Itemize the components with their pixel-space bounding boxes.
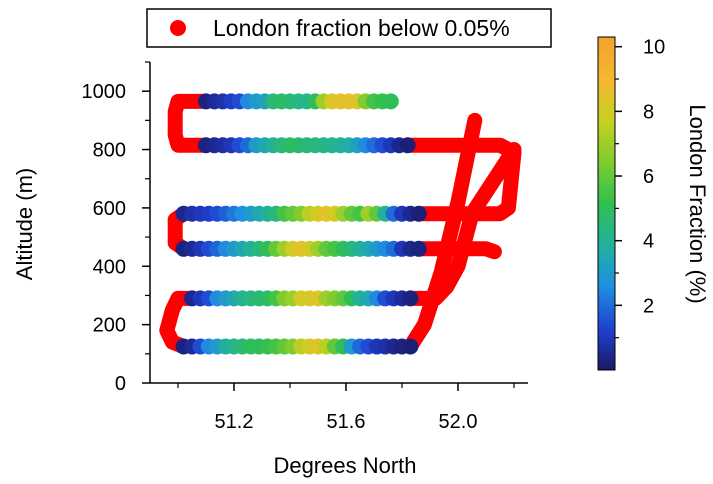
data-point (402, 290, 419, 307)
y-tick-label: 0 (115, 373, 126, 395)
y-tick-label: 400 (93, 256, 126, 278)
red-track-segment (400, 137, 522, 222)
data-point (399, 137, 416, 154)
red-track-segment (167, 93, 214, 153)
y-axis-label: Altitude (m) (12, 168, 37, 280)
colorbar: 2 4 6 8 10 London Fraction (%) (597, 36, 710, 371)
data-point (410, 240, 427, 257)
colorbar-tick-label: 6 (643, 166, 654, 188)
y-tick-label: 1000 (82, 81, 127, 103)
y-ticks: 0 200 400 600 800 1000 (82, 61, 150, 395)
colorbar-tick-label: 2 (643, 295, 654, 317)
colorbar-ticks: 2 4 6 8 10 (615, 37, 665, 339)
red-track-segment (402, 112, 483, 354)
legend-label: London fraction below 0.05% (213, 15, 510, 41)
x-tick-label: 51.6 (327, 411, 366, 433)
data-point (410, 205, 427, 222)
x-tick-label: 51.2 (215, 411, 254, 433)
colorbar-tick-label: 10 (643, 37, 665, 59)
legend-marker-red (170, 20, 186, 36)
legend: London fraction below 0.05% (146, 8, 552, 48)
y-tick-label: 800 (93, 140, 126, 162)
below-threshold-track (159, 93, 522, 354)
colorbar-tick-label: 8 (643, 101, 654, 123)
y-tick-label: 600 (93, 198, 126, 220)
x-tick-label: 52.0 (439, 411, 478, 433)
data-point (402, 338, 419, 355)
data-point (382, 93, 399, 110)
y-tick-label: 200 (93, 315, 126, 337)
colorbar-tick-label: 4 (643, 231, 654, 253)
x-ticks: 51.2 51.6 52.0 (177, 383, 515, 433)
colorbar-label: London Fraction (%) (685, 104, 710, 303)
legend-box (146, 8, 552, 48)
colorbar-gradient (597, 36, 616, 371)
axes: 51.2 51.6 52.0 0 200 400 600 800 1000 (82, 61, 528, 433)
data-points (175, 93, 427, 355)
red-track-segment (159, 290, 200, 354)
x-axis-label: Degrees North (273, 453, 416, 478)
